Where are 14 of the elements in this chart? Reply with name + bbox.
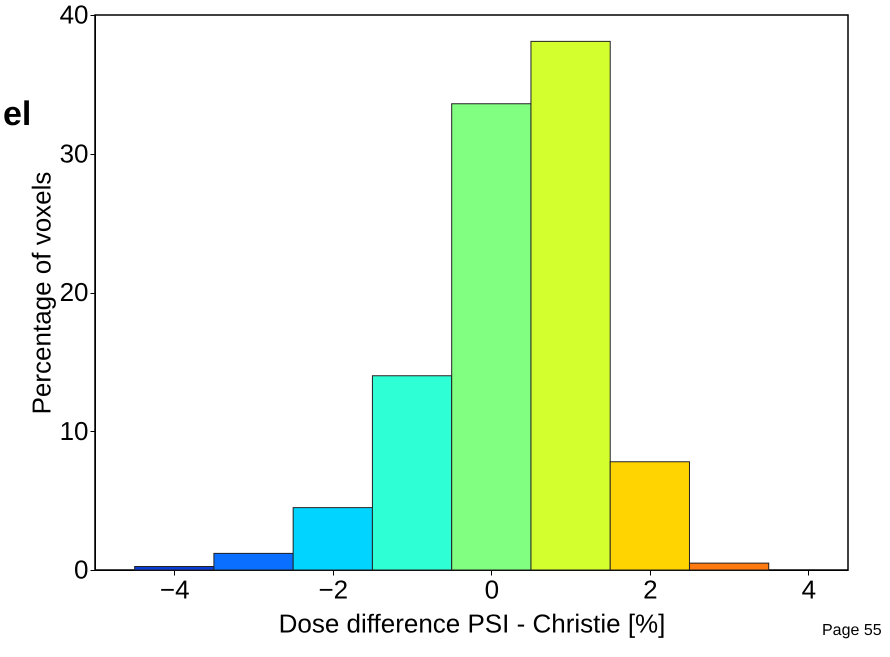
y-tick-label: 40 [60,0,88,30]
y-tick-label: 0 [74,554,88,584]
x-tick-label: 4 [802,574,816,604]
y-tick-label: 30 [60,138,88,168]
y-axis-title: Percentage of voxels [26,172,57,414]
y-tick-label: 20 [60,277,88,307]
text: Page 55 [822,622,882,639]
x-tick-label: 2 [643,574,658,604]
y-tick-label: 10 [60,416,88,446]
text: el [3,95,32,133]
x-tick-label: 0 [484,574,500,604]
x-tick-label: −2 [318,574,348,604]
x-tick-label: −4 [160,574,190,604]
x-axis-title: Dose difference PSI - Christie [%] [278,608,666,638]
